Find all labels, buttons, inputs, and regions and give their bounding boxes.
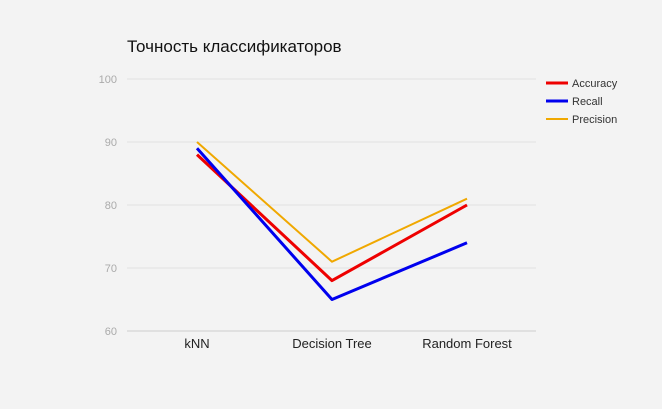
y-tick-label: 100	[99, 74, 117, 86]
series-line-recall	[195, 147, 468, 301]
y-tick-label: 90	[105, 137, 117, 149]
y-tick-label: 70	[105, 263, 117, 275]
x-tick-label: Random Forest	[422, 336, 512, 351]
y-tick-label: 60	[105, 326, 117, 338]
legend-label: Recall	[572, 96, 603, 108]
series-line-precision	[196, 141, 468, 263]
x-tick-label: Decision Tree	[292, 336, 371, 351]
legend-label: Accuracy	[572, 78, 618, 90]
x-tick-label: kNN	[184, 336, 209, 351]
legend-label: Precision	[572, 114, 617, 126]
y-tick-label: 80	[105, 200, 117, 212]
chart-title: Точность классификаторов	[127, 37, 342, 56]
